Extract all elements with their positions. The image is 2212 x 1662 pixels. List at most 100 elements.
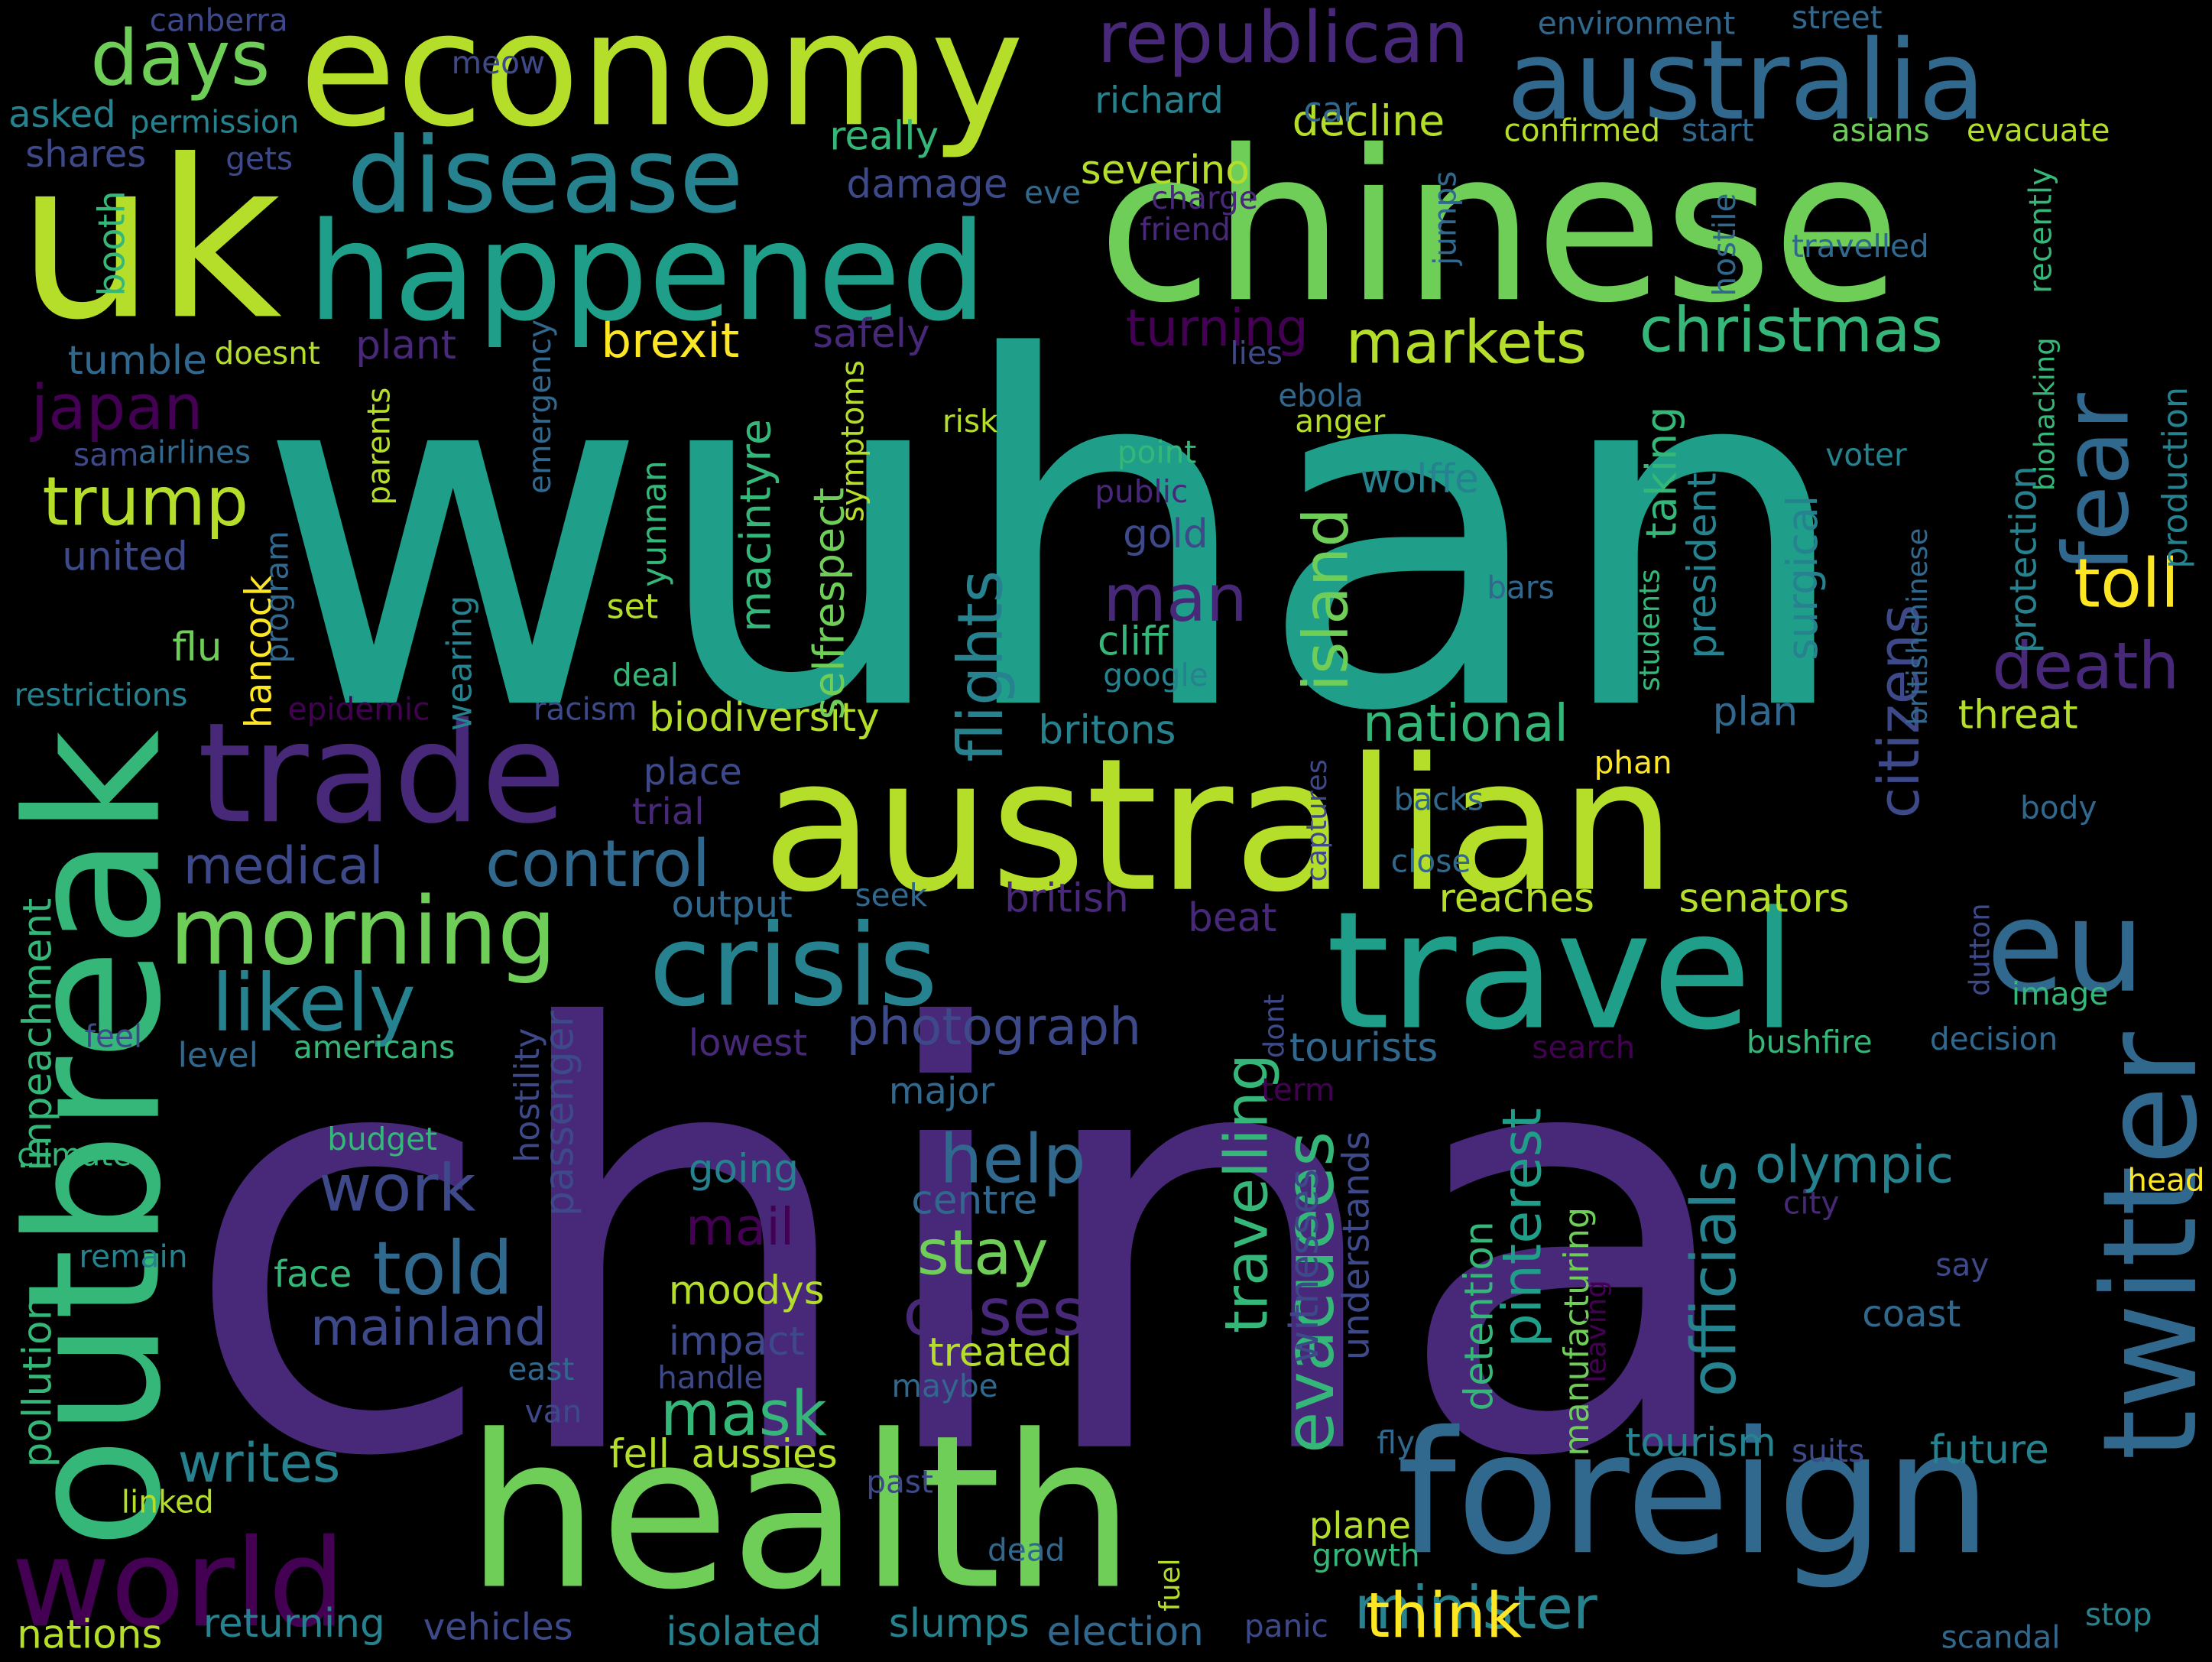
- cloud-word-trade: trade: [197, 693, 566, 854]
- cloud-word-president: president: [1679, 472, 1725, 659]
- cloud-word-head: head: [2127, 1162, 2204, 1199]
- cloud-word-start: start: [1682, 112, 1754, 149]
- cloud-word-hancock: hancock: [237, 575, 280, 728]
- cloud-word-cliff: cliff: [1098, 618, 1169, 664]
- cloud-word-dutton: dutton: [1963, 903, 1996, 996]
- cloud-word-past: past: [866, 1464, 933, 1501]
- cloud-word-doesnt: doesnt: [215, 335, 320, 372]
- cloud-word-airlines: airlines: [138, 433, 251, 470]
- cloud-word-level: level: [178, 1036, 258, 1075]
- cloud-word-stop: stop: [2085, 1596, 2152, 1633]
- cloud-word-senators: senators: [1678, 875, 1849, 921]
- cloud-word-election: election: [1047, 1609, 1204, 1655]
- cloud-word-china: china: [180, 911, 1747, 1583]
- cloud-word-mail: mail: [686, 1197, 794, 1257]
- cloud-word-lowest: lowest: [689, 1022, 807, 1065]
- cloud-word-british: british: [1004, 875, 1129, 921]
- cloud-word-selfrespect: selfrespect: [806, 488, 855, 720]
- cloud-word-yunnan: yunnan: [635, 460, 674, 587]
- cloud-word-hostile: hostile: [1706, 193, 1743, 296]
- cloud-word-tumble: tumble: [68, 338, 207, 384]
- cloud-word-asked: asked: [8, 93, 116, 136]
- cloud-word-officials: officials: [1678, 1160, 1750, 1397]
- cloud-word-christmas: christmas: [1640, 295, 1943, 367]
- cloud-word-risk: risk: [942, 403, 998, 440]
- cloud-word-flu: flu: [172, 625, 222, 670]
- cloud-word-captures: captures: [1300, 759, 1333, 881]
- cloud-word-shares: shares: [25, 133, 146, 176]
- cloud-word-really: really: [829, 114, 939, 160]
- cloud-word-eu: eu: [1987, 874, 2145, 1021]
- cloud-word-major: major: [889, 1070, 995, 1112]
- cloud-word-emergency: emergency: [521, 320, 558, 494]
- cloud-word-richard: richard: [1095, 80, 1224, 122]
- cloud-word-bars: bars: [1487, 570, 1554, 606]
- cloud-word-island: island: [1291, 508, 1363, 691]
- cloud-word-uk: uk: [17, 113, 282, 368]
- cloud-word-handle: handle: [657, 1359, 763, 1396]
- cloud-word-mask: mask: [660, 1378, 827, 1450]
- cloud-word-booth: booth: [90, 190, 133, 296]
- cloud-word-death: death: [1992, 629, 2179, 705]
- cloud-word-mainland: mainland: [310, 1297, 547, 1357]
- cloud-word-world: world: [11, 1514, 345, 1654]
- cloud-word-wuhan: wuhan: [257, 258, 1855, 816]
- cloud-word-decision: decision: [1930, 1021, 2058, 1057]
- cloud-word-city: city: [1783, 1184, 1840, 1221]
- cloud-word-dead: dead: [988, 1531, 1065, 1568]
- cloud-word-travelled: travelled: [1792, 228, 1929, 265]
- cloud-word-seek: seek: [855, 877, 928, 914]
- cloud-word-face: face: [274, 1253, 352, 1296]
- cloud-word-google: google: [1103, 657, 1208, 693]
- cloud-word-protection: protection: [2002, 466, 2045, 653]
- cloud-word-outbreak: outbreak: [0, 729, 202, 1549]
- cloud-word-climate: climate: [17, 1137, 131, 1173]
- cloud-word-gold: gold: [1123, 511, 1208, 557]
- cloud-word-production: production: [2156, 387, 2195, 569]
- cloud-word-close: close: [1391, 843, 1471, 880]
- cloud-word-street: street: [1792, 0, 1883, 36]
- cloud-word-severino: severino: [1081, 148, 1250, 193]
- cloud-word-future: future: [1930, 1427, 2049, 1473]
- cloud-word-point: point: [1117, 433, 1197, 470]
- cloud-word-coast: coast: [1862, 1293, 1961, 1336]
- cloud-word-jumps: jumps: [1427, 171, 1464, 266]
- cloud-word-turning: turning: [1126, 298, 1309, 358]
- cloud-word-macintyre: macintyre: [732, 419, 781, 632]
- cloud-word-phan: phan: [1594, 744, 1672, 781]
- cloud-word-fear: fear: [2043, 393, 2149, 573]
- cloud-word-place: place: [644, 751, 742, 794]
- cloud-word-impact: impact: [669, 1319, 805, 1365]
- cloud-word-fell: fell: [609, 1432, 670, 1478]
- cloud-word-brexit: brexit: [601, 313, 739, 368]
- cloud-word-car: car: [1303, 91, 1357, 130]
- cloud-word-set: set: [607, 587, 659, 626]
- cloud-word-flights: flights: [945, 570, 1017, 762]
- cloud-word-fuel: fuel: [1153, 1558, 1186, 1611]
- cloud-word-national: national: [1363, 693, 1568, 753]
- cloud-word-evacuate: evacuate: [1967, 112, 2110, 149]
- cloud-word-minister: minister: [1354, 1574, 1597, 1643]
- cloud-word-tourism: tourism: [1625, 1420, 1776, 1466]
- cloud-word-trump: trump: [42, 463, 248, 541]
- cloud-word-pollution: pollution: [15, 1296, 60, 1468]
- cloud-word-program: program: [259, 531, 296, 663]
- cloud-word-say: say: [1935, 1247, 1989, 1284]
- cloud-word-students: students: [1633, 569, 1666, 691]
- cloud-word-morning: morning: [170, 878, 557, 986]
- cloud-word-plan: plan: [1713, 690, 1798, 735]
- cloud-word-friend: friend: [1140, 211, 1231, 248]
- cloud-word-ebola: ebola: [1278, 378, 1364, 414]
- cloud-word-pinterest: pinterest: [1491, 1108, 1554, 1347]
- cloud-word-wolffe: wolffe: [1360, 456, 1479, 502]
- cloud-word-stay: stay: [917, 1218, 1049, 1290]
- cloud-word-man: man: [1103, 561, 1247, 637]
- cloud-word-asians: asians: [1831, 112, 1930, 149]
- cloud-word-treated: treated: [928, 1330, 1072, 1376]
- cloud-word-gets: gets: [225, 141, 293, 177]
- cloud-word-tourists: tourists: [1289, 1025, 1438, 1071]
- cloud-word-olympic: olympic: [1755, 1135, 1954, 1195]
- cloud-word-plant: plant: [355, 323, 456, 368]
- cloud-word-reaches: reaches: [1439, 875, 1595, 921]
- cloud-word-permission: permission: [130, 104, 300, 141]
